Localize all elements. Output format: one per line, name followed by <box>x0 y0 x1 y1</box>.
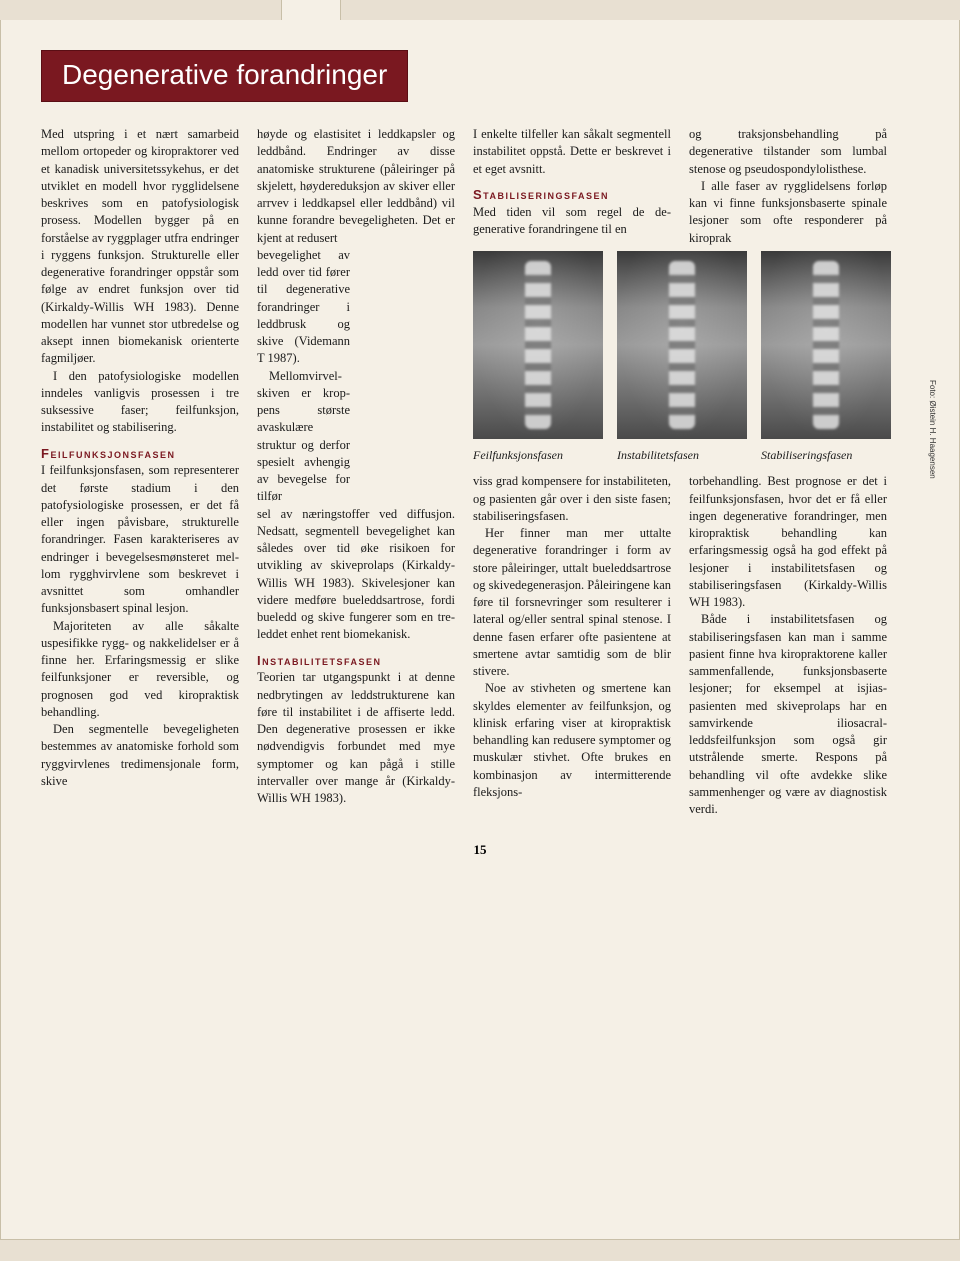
columns: Med utspring i et nært sam­arbeid mellom… <box>41 126 919 818</box>
page-container: Degenerative forandringer Med utspring i… <box>0 20 960 1240</box>
heading-instabilitet: Instabilitetsfasen <box>257 652 455 670</box>
col1-p5: Den segmentelle bevegelig­heten bestemme… <box>41 721 239 790</box>
xray-image-row <box>473 251 899 439</box>
heading-stabilisering: Stabiliseringsfasen <box>473 186 671 204</box>
xray-feilfunksjon <box>473 251 603 439</box>
tab-connector <box>281 0 341 20</box>
col4-p4: Både i instabilitetsfasen og stabiliseri… <box>689 611 887 818</box>
page-number: 15 <box>41 842 919 858</box>
right-stack: I enkelte tilfeller kan såkalt segmentel… <box>473 126 899 818</box>
column-2: høyde og elastisitet i leddkaps­ler og l… <box>257 126 455 807</box>
xray-stabilisering <box>761 251 891 439</box>
col3-p5: Noe av stivheten og smerte­ne kan skylde… <box>473 680 671 801</box>
title-wrap: Degenerative forandringer <box>41 50 919 102</box>
col1-p2: I den patofysiologiske mo­dellen inndele… <box>41 368 239 437</box>
xray-instabilitet <box>617 251 747 439</box>
page-title: Degenerative forandringer <box>41 50 408 102</box>
col2-p1b: bevegelighet av ledd over tid fø­rer til… <box>257 247 350 368</box>
col2-p3: sel av næringstoffer ved diffu­sjon. Ned… <box>257 506 455 644</box>
caption-3: Stabiliseringsfasen <box>761 447 891 464</box>
col3-p1: I enkelte tilfeller kan såkalt segmentel… <box>473 126 671 178</box>
caption-row: Feilfunksjonsfasen Instabilitetsfasen St… <box>473 447 899 464</box>
col1-p1: Med utspring i et nært sam­arbeid mellom… <box>41 126 239 368</box>
heading-feilfunksjon: Feilfunksjonsfasen <box>41 445 239 463</box>
column-1: Med utspring i et nært sam­arbeid mellom… <box>41 126 239 790</box>
column-3-upper: I enkelte tilfeller kan såkalt segmentel… <box>473 126 671 247</box>
col4-p2: I alle faser av rygglidelsens forløp kan… <box>689 178 887 247</box>
column-4-lower: torbehandling. Best prognose er det i fe… <box>689 473 887 818</box>
col4-p1: og traksjonsbehandling på degenerative t… <box>689 126 887 178</box>
column-4-upper: og traksjonsbehandling på degenerative t… <box>689 126 887 247</box>
right-upper: I enkelte tilfeller kan såkalt segmentel… <box>473 126 899 247</box>
column-3-lower: viss grad kompensere for insta­biliteten… <box>473 473 671 818</box>
right-lower: viss grad kompensere for insta­biliteten… <box>473 473 899 818</box>
col2-p4: Teorien tar utgangspunkt i at denne nedb… <box>257 669 455 807</box>
caption-1: Feilfunksjonsfasen <box>473 447 603 464</box>
col4-p3: torbehandling. Best prognose er det i fe… <box>689 473 887 611</box>
col3-p2: Med tiden vil som regel de de­generative… <box>473 204 671 239</box>
col1-p3: I feilfunksjonsfasen, som re­presenterer… <box>41 462 239 617</box>
col2-p2: Mellomvirvel­skiven er krop­pens største… <box>257 368 350 506</box>
caption-2: Instabilitetsfasen <box>617 447 747 464</box>
col3-p3: viss grad kompensere for insta­biliteten… <box>473 473 671 525</box>
photo-credit: Foto: Øistein H. Haagensen <box>928 380 937 479</box>
col1-p4: Majoriteten av alle såkalte uspesifikke … <box>41 618 239 722</box>
col3-p4: Her finner man mer uttalte degenerative … <box>473 525 671 680</box>
col2-p1a: høyde og elastisitet i leddkaps­ler og l… <box>257 126 455 247</box>
